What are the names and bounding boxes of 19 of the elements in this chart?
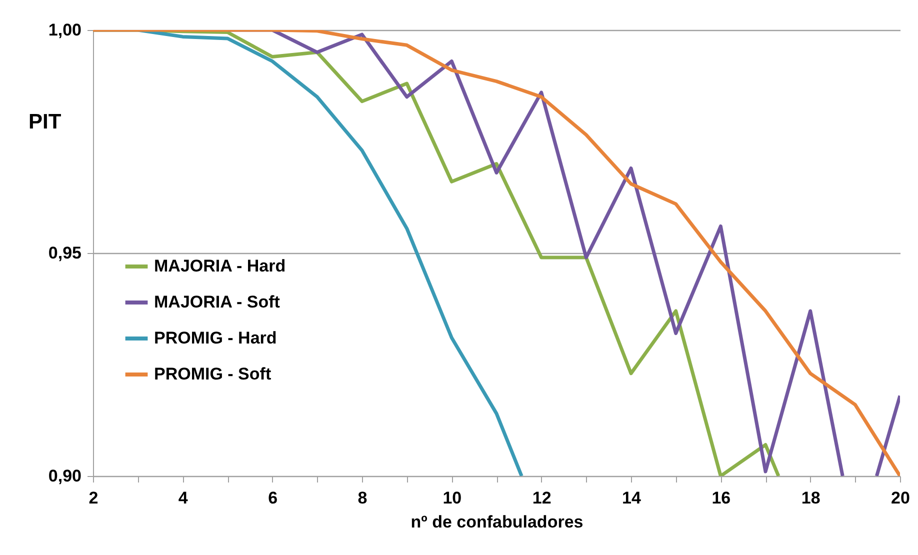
x-tick-label: 18	[801, 488, 820, 508]
x-tick-label: 8	[358, 488, 368, 508]
y-axis-title: PIT	[28, 110, 62, 134]
x-axis-title: nº de confabuladores	[410, 512, 584, 532]
x-tick-label: 4	[178, 488, 188, 508]
legend-label: PROMIG - Hard	[154, 328, 277, 348]
x-tick-label: 14	[622, 488, 642, 508]
x-tick-label: 2	[88, 488, 98, 508]
x-tick-label: 20	[891, 488, 910, 508]
y-tick-label: 0,90	[48, 466, 82, 486]
y-tick-label: 1,00	[48, 20, 82, 40]
legend-label: MAJORIA - Hard	[154, 256, 286, 276]
x-tick-label: 6	[268, 488, 278, 508]
x-tick-label: 16	[712, 488, 731, 508]
x-tick-label: 10	[442, 488, 462, 508]
y-tick-label: 0,95	[48, 244, 82, 262]
legend-label: PROMIG - Soft	[154, 364, 272, 384]
x-tick-label: 12	[532, 488, 552, 508]
legend-label: MAJORIA - Soft	[154, 292, 280, 312]
